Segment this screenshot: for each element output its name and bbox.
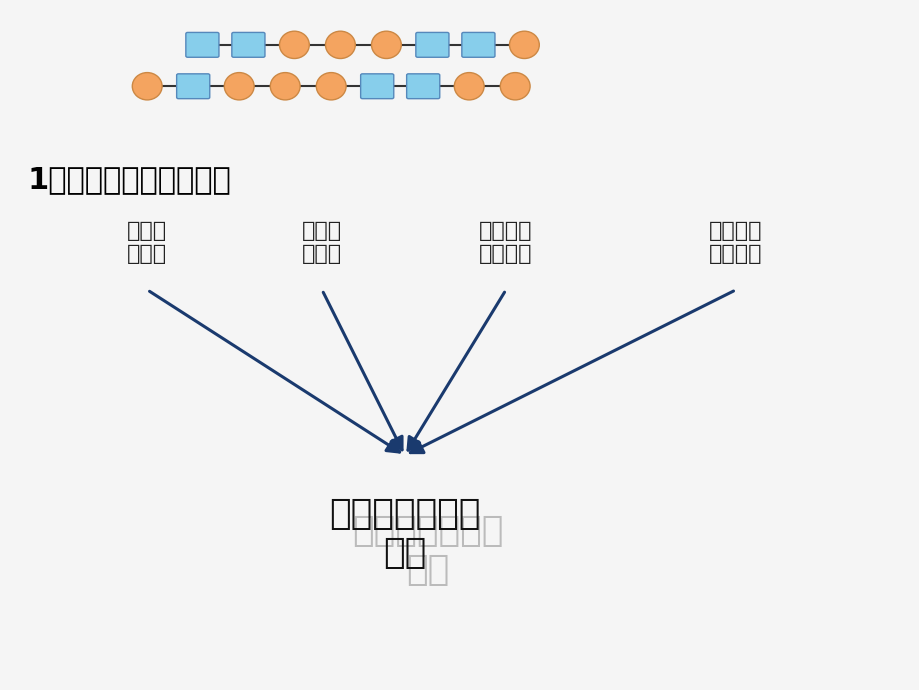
- FancyBboxPatch shape: [186, 32, 219, 57]
- Ellipse shape: [316, 72, 346, 100]
- Text: 氨基酸的
排列顺序: 氨基酸的 排列顺序: [479, 221, 532, 264]
- Ellipse shape: [509, 31, 539, 59]
- Ellipse shape: [454, 72, 483, 100]
- Ellipse shape: [325, 31, 355, 59]
- FancyBboxPatch shape: [415, 32, 448, 57]
- Text: 1、蛋白质结构的多样性: 1、蛋白质结构的多样性: [28, 166, 231, 195]
- FancyBboxPatch shape: [406, 74, 439, 99]
- Text: 蛋白质结构的多
样性: 蛋白质结构的多 样性: [329, 497, 480, 570]
- Text: 氨基酸
的数量: 氨基酸 的数量: [301, 221, 342, 264]
- Ellipse shape: [132, 72, 162, 100]
- Text: 氨基酸
的种类: 氨基酸 的种类: [127, 221, 167, 264]
- Text: 蛋白质的
空间结构: 蛋白质的 空间结构: [709, 221, 762, 264]
- Ellipse shape: [371, 31, 401, 59]
- FancyBboxPatch shape: [232, 32, 265, 57]
- Text: 蛋白质结构的多
样性: 蛋白质结构的多 样性: [352, 514, 503, 587]
- FancyBboxPatch shape: [360, 74, 393, 99]
- Ellipse shape: [279, 31, 309, 59]
- FancyBboxPatch shape: [176, 74, 210, 99]
- Ellipse shape: [500, 72, 529, 100]
- Ellipse shape: [270, 72, 300, 100]
- Ellipse shape: [224, 72, 254, 100]
- FancyBboxPatch shape: [461, 32, 494, 57]
